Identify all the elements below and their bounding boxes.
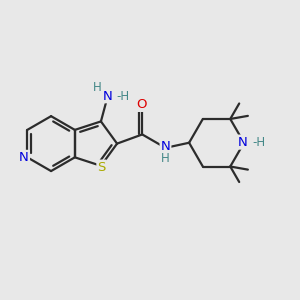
Text: -H: -H: [116, 90, 129, 103]
Text: -H: -H: [252, 136, 266, 148]
Text: N: N: [238, 136, 247, 148]
Text: S: S: [98, 160, 106, 174]
Text: N: N: [19, 151, 29, 164]
Text: H: H: [161, 152, 170, 165]
Text: O: O: [136, 98, 147, 111]
Text: H: H: [93, 81, 102, 94]
Text: N: N: [103, 90, 113, 103]
Text: N: N: [160, 140, 170, 153]
